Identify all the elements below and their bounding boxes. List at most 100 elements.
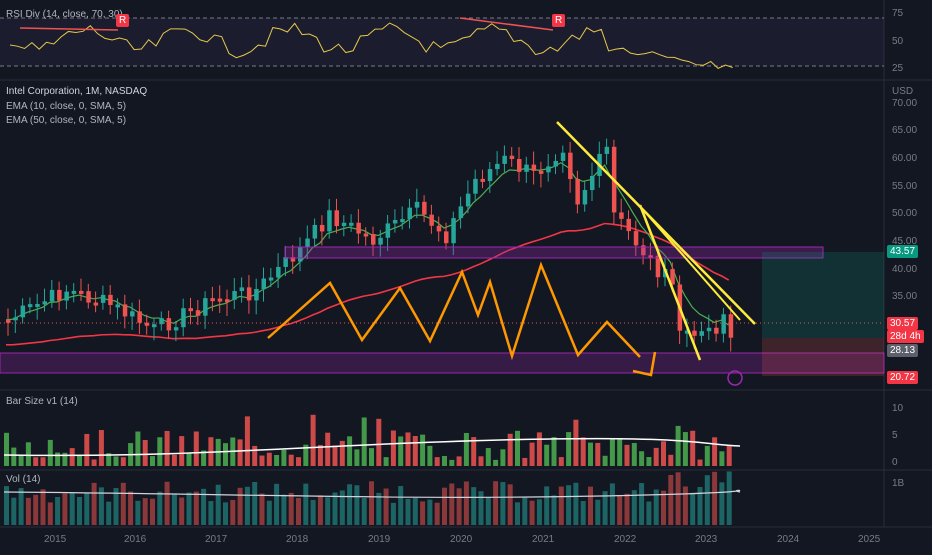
rsi-indicator-title[interactable]: RSI Div (14, close, 70, 30) (6, 9, 123, 20)
time-axis-label: 2024 (777, 534, 800, 545)
candle-body (276, 266, 281, 278)
barsize-bar (427, 445, 433, 466)
event-marker (727, 370, 743, 386)
barsize-bar (609, 438, 615, 466)
price-tick: 50.00 (892, 208, 918, 219)
zigzag-arrow (632, 351, 657, 377)
candle-body (122, 304, 128, 317)
volume-bar (317, 495, 323, 525)
barsize-bar (631, 443, 637, 466)
candle-body (108, 294, 113, 305)
barsize-bar (98, 430, 104, 466)
candle-body (392, 220, 398, 224)
candle-body (400, 219, 405, 223)
volume-bar (719, 482, 725, 525)
ema-10-legend[interactable]: EMA (10, close, 0, SMA, 5) (6, 101, 127, 112)
volume-bar (390, 502, 396, 525)
barsize-bar (317, 444, 323, 466)
candle-body (699, 331, 704, 336)
candle-body (626, 218, 631, 232)
volume-bar (288, 492, 294, 525)
barsize-bar (47, 439, 53, 466)
barsize-indicator-title[interactable]: Bar Size v1 (14) (6, 396, 78, 407)
candle-body (356, 222, 361, 234)
candle-body (633, 231, 639, 246)
candle-body (509, 155, 515, 160)
volume-bar (33, 494, 39, 525)
candle-body (239, 287, 245, 292)
barsize-bar (369, 448, 374, 466)
barsize-bar (478, 456, 484, 466)
volume-bar (244, 486, 250, 525)
barsize-bar (653, 447, 659, 466)
candle-body (590, 175, 595, 191)
barsize-bar (704, 445, 710, 466)
candle-body (458, 206, 464, 219)
candle-body (575, 178, 580, 205)
barsize-bar (266, 452, 272, 466)
barsize-bar (588, 442, 593, 466)
volume-bar (544, 486, 550, 525)
volume-bar (113, 488, 119, 525)
barsize-bar (493, 459, 499, 466)
volume-bar (558, 486, 564, 525)
barsize-bar (675, 425, 681, 466)
time-axis-label: 2017 (205, 534, 228, 545)
barsize-bar (252, 445, 258, 466)
candle-body (115, 304, 120, 308)
candle-body (444, 231, 449, 244)
barsize-bar (405, 432, 411, 466)
volume-bar (18, 488, 24, 525)
ema-50-legend[interactable]: EMA (50, close, 0, SMA, 5) (6, 115, 127, 126)
barsize-bar (398, 436, 404, 466)
time-axis-label: 2022 (614, 534, 637, 545)
barsize-bar (536, 432, 542, 466)
candle-body (422, 201, 427, 215)
volume-bar (84, 492, 90, 525)
stop-zone (762, 338, 884, 376)
candle-body (246, 287, 252, 301)
volume-bar (726, 471, 732, 525)
barsize-bar (442, 455, 447, 466)
candle-body (305, 238, 310, 248)
volume-bar (442, 487, 447, 525)
rsi-divergence-marker: R (552, 14, 566, 27)
volume-bar (412, 497, 418, 525)
volume-bar (668, 474, 674, 525)
barsize-bar (281, 449, 287, 466)
price-tick: 55.00 (892, 181, 918, 192)
candle-body (582, 190, 588, 205)
volume-indicator-title[interactable]: Vol (14) (6, 474, 41, 485)
barsize-bar (91, 459, 97, 466)
volume-bar (609, 483, 615, 525)
candle-body (173, 327, 179, 331)
volume-bar (150, 498, 155, 525)
candle-body (137, 311, 142, 323)
volume-bar (383, 488, 389, 525)
volume-bar (361, 497, 367, 525)
volume-bar (420, 501, 426, 525)
candle-body (13, 317, 18, 321)
trendline (638, 204, 702, 361)
candle-body (473, 178, 478, 194)
barsize-tick: 0 (892, 457, 898, 468)
barsize-bar (244, 416, 250, 466)
candle-body (619, 212, 624, 219)
volume-bar (712, 471, 718, 525)
volume-bar (463, 481, 469, 525)
barsize-bar (274, 454, 280, 466)
symbol-title[interactable]: Intel Corporation, 1M, NASDAQ (6, 86, 148, 97)
candle-body (225, 299, 230, 303)
volume-bar (478, 491, 484, 525)
rsi-level-50: 50 (892, 36, 904, 47)
volume-bar (25, 497, 31, 525)
volume-bar (164, 481, 170, 525)
barsize-bar (500, 449, 506, 466)
support-price-badge: 28.13 (887, 344, 919, 357)
candle-body (188, 308, 193, 312)
barsize-bar (354, 449, 360, 466)
volume-bar (223, 502, 228, 525)
target-zone (762, 252, 884, 338)
